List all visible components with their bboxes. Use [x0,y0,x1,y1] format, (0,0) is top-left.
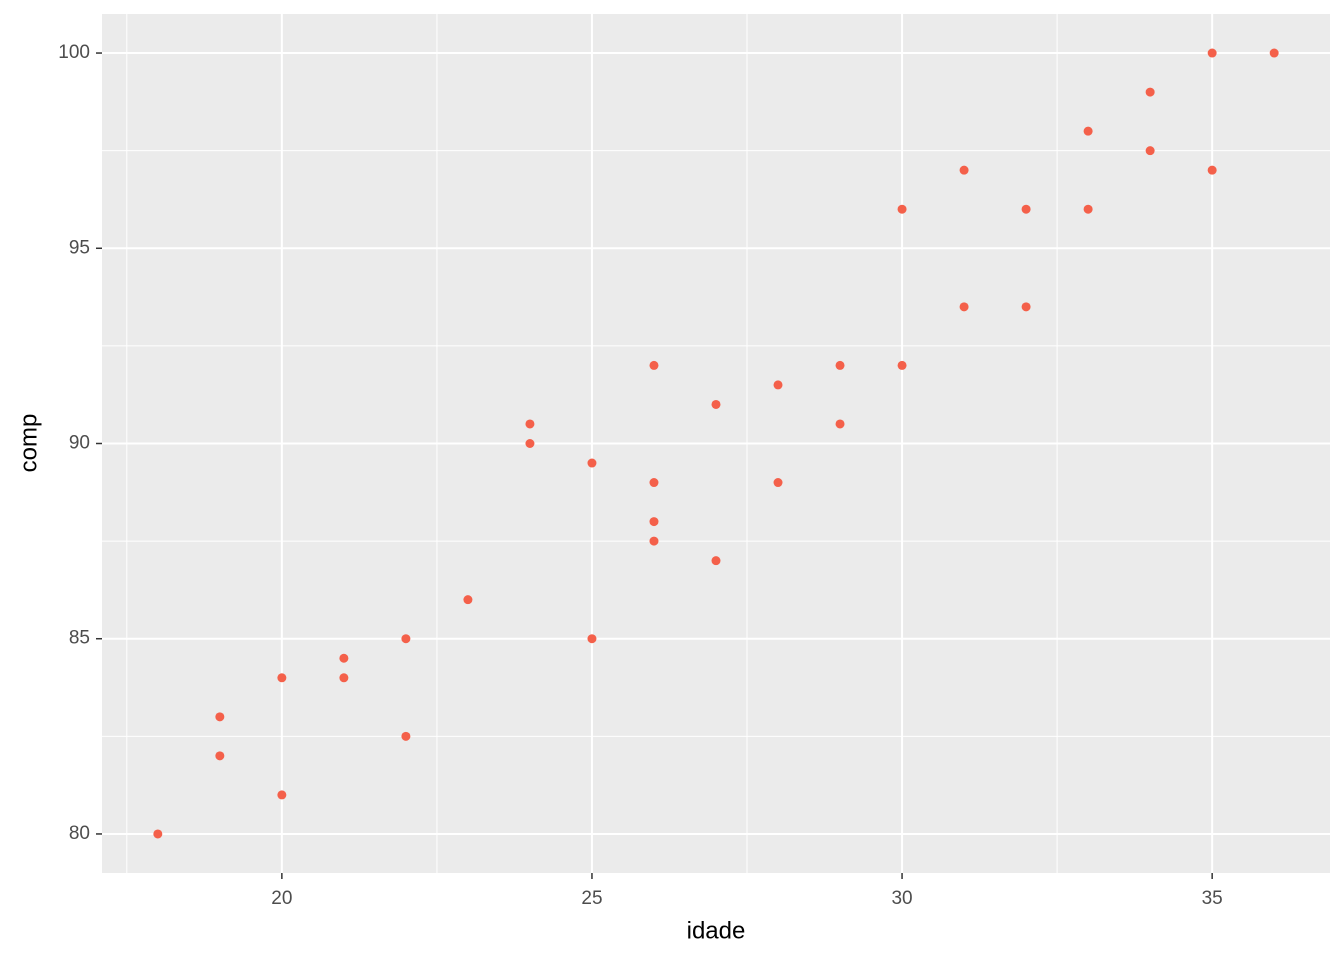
point [339,673,349,683]
point [959,302,969,312]
point [277,673,287,683]
point [773,380,783,390]
point [649,536,659,546]
point [277,790,287,800]
point [1207,48,1217,58]
x-tick-label: 25 [581,888,602,909]
point [215,751,225,761]
y-axis-title: comp [15,414,42,473]
point [1021,302,1031,312]
point [649,478,659,488]
point [401,731,411,741]
point [525,439,535,448]
point [587,458,597,468]
point [1145,146,1155,156]
point [587,634,597,644]
point [1207,165,1217,175]
point [649,517,659,527]
x-tick-label: 35 [1202,888,1223,909]
point [339,653,349,663]
x-axis-title: idade [687,917,746,944]
point [959,165,969,175]
point [773,478,783,488]
point [711,556,721,566]
point [401,634,411,644]
grid [102,14,1330,873]
point [897,360,907,370]
point [897,204,907,214]
point [153,829,163,839]
y-tick-label: 100 [58,42,90,63]
y-tick-label: 85 [69,628,90,649]
y-tick-label: 80 [69,823,90,844]
point [1083,126,1093,136]
point [835,360,845,370]
x-tick-label: 30 [891,888,912,909]
point [1145,87,1155,97]
point [835,419,845,429]
point [1269,48,1279,58]
point [711,399,721,409]
point [215,712,225,722]
y-tick-label: 90 [69,433,90,454]
point [463,595,473,605]
point [1021,204,1031,214]
point [525,419,535,429]
point [1083,204,1093,214]
points [153,48,1279,839]
y-tick-label: 95 [69,237,90,258]
point [649,360,659,370]
x-tick-label: 20 [271,888,292,909]
